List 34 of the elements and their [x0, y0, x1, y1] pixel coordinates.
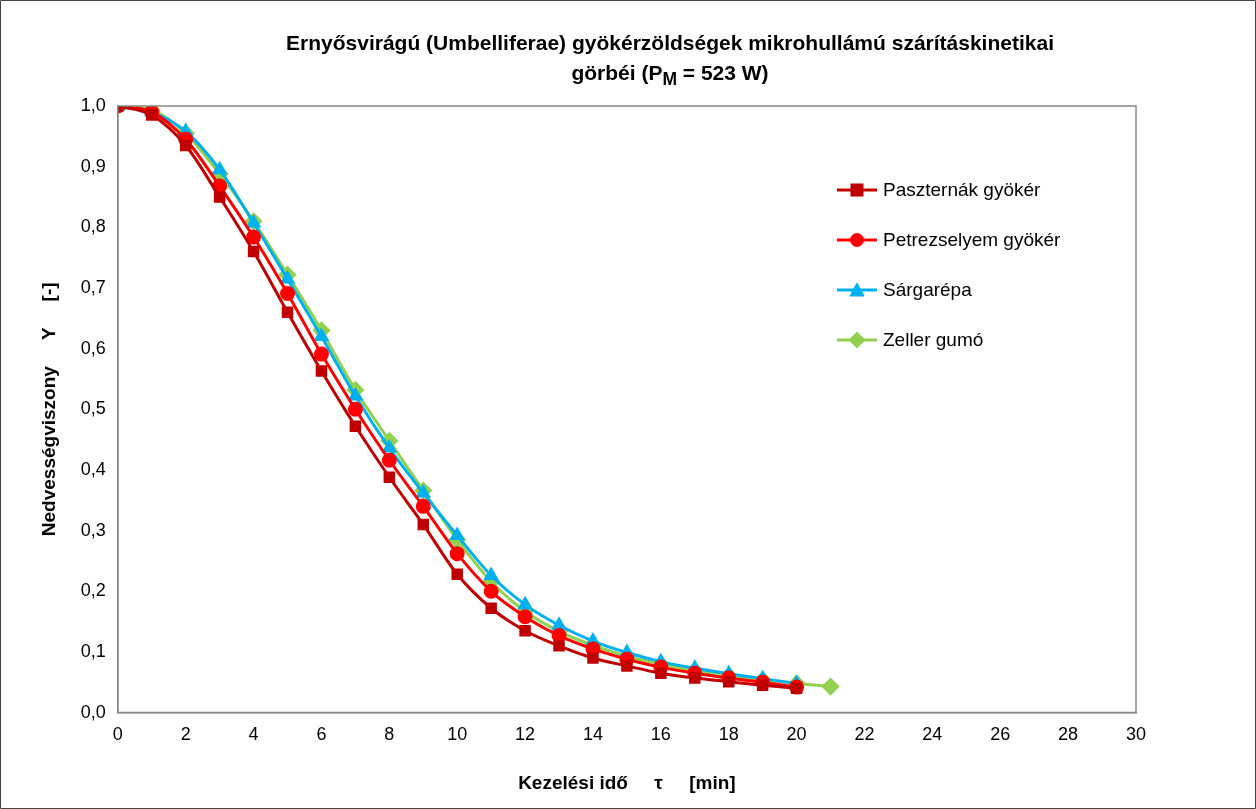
x-tick-label: 8	[384, 724, 395, 745]
x-axis-title: Kezelési idő τ [min]	[518, 771, 736, 793]
y-tick-label: 0,4	[80, 458, 106, 479]
x-tick-label: 22	[854, 724, 875, 745]
x-tick-label: 26	[990, 724, 1011, 745]
legend-label: Zeller gumó	[883, 329, 984, 351]
y-tick-label: 0,1	[80, 640, 106, 661]
y-tick-label: 0,7	[80, 276, 106, 297]
y-tick-label: 0,2	[80, 580, 106, 601]
legend-label: Petrezselyem gyökér	[883, 229, 1061, 251]
legend-label: Sárgarépa	[883, 279, 972, 301]
legend-label: Paszternák gyökér	[883, 179, 1041, 201]
x-tick-label: 2	[180, 724, 191, 745]
x-tick-label: 0	[112, 724, 123, 745]
y-tick-label: 0,6	[80, 337, 106, 358]
x-tick-label: 16	[650, 724, 671, 745]
y-tick-label: 0,0	[80, 701, 106, 722]
y-tick-label: 0,3	[80, 519, 106, 540]
x-tick-label: 12	[515, 724, 536, 745]
x-tick-label: 30	[1125, 724, 1147, 745]
x-tick-label: 28	[1058, 724, 1079, 745]
y-tick-label: 0,5	[80, 398, 106, 419]
x-tick-label: 4	[248, 724, 259, 745]
x-tick-label: 14	[582, 724, 603, 745]
chart-title: Ernyősvirágú (Umbelliferae) gyökérzöldségek mikrohullámú szárításkinetikai görbéi (P$_{M}$ = 523 W)	[285, 30, 1055, 92]
y-tick-label: 0,9	[80, 155, 106, 176]
y-tick-label: 1,0	[80, 94, 106, 115]
x-tick-label: 18	[718, 724, 739, 745]
x-tick-label: 6	[316, 724, 327, 745]
x-tick-label: 20	[786, 724, 807, 745]
x-tick-label: 10	[447, 724, 468, 745]
y-tick-label: 0,8	[80, 216, 106, 237]
x-tick-label: 24	[922, 724, 943, 745]
y-axis-title: Nedvességviszony Y [-]	[37, 282, 59, 537]
